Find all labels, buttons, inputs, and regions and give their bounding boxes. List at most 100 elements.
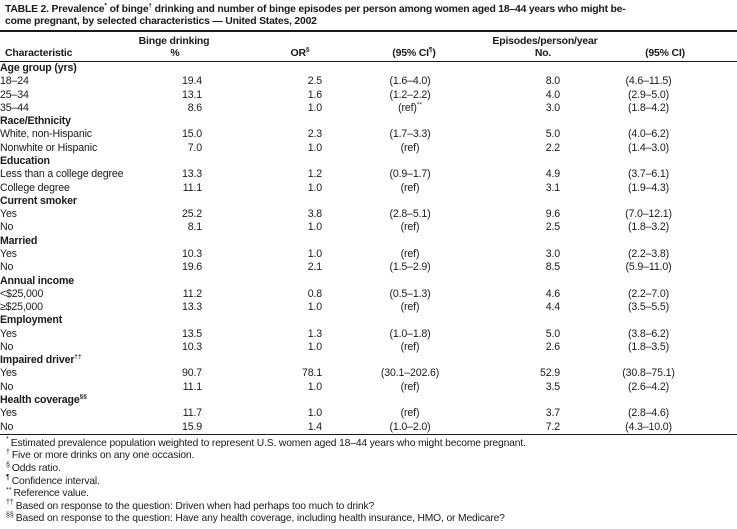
row-label-cell: <$25,000 — [0, 287, 44, 300]
number-cell: 5.0 — [545, 327, 560, 340]
ci-number-cell: (30.8–75.1) — [622, 367, 675, 380]
section-row: Married — [0, 235, 737, 248]
footnote: ** Reference value. — [6, 487, 737, 501]
odds-ratio-cell: 78.1 — [301, 367, 322, 380]
table-row: College degree 11.1 1.0 (ref) 3.1 (1.9–4.3) — [0, 182, 737, 195]
number-cell: 8.0 — [545, 75, 560, 88]
ci-number-cell: (1.8–3.5) — [627, 340, 670, 353]
percent-cell: 10.3 — [181, 247, 202, 260]
odds-ratio-cell: 1.0 — [307, 407, 322, 420]
odds-ratio-cell: 1.3 — [307, 327, 322, 340]
ci-odds-ratio-cell: (1.0–2.0) — [389, 420, 431, 433]
section-row: Current smoker — [0, 195, 737, 208]
percent-cell: 10.3 — [181, 340, 202, 353]
row-label-cell: Yes — [0, 327, 17, 340]
number-cell: 9.6 — [545, 208, 560, 221]
number-cell: 3.0 — [545, 247, 560, 260]
data-table: Age group (yrs) 18–24 19.4 2.5 (1.6–4.0) 8.0 (… — [0, 62, 737, 434]
column-header-ci-odds-ratio: (95% CI¶) — [392, 46, 436, 59]
number-cell: 8.5 — [545, 261, 560, 274]
footnote-marker: § — [6, 461, 10, 469]
section-label: Current smoker — [0, 194, 77, 207]
footnote-text: Estimated prevalence population weighted… — [10, 437, 526, 449]
column-group-episodes-per-person: Episodes/person/year — [492, 35, 598, 47]
table-row: White, non-Hispanic 15.0 2.3 (1.7–3.3) 5.0 (4… — [0, 128, 737, 141]
table-row: ≥$25,000 13.3 1.0 (ref) 4.4 (3.5–5.5) — [0, 301, 737, 314]
number-cell: 3.7 — [545, 407, 560, 420]
ci-odds-ratio-cell: (1.5–2.9) — [389, 261, 431, 274]
footnote-marker: ¶ — [6, 474, 10, 482]
footnotes: * Estimated prevalence population weighte… — [0, 435, 737, 526]
odds-ratio-cell: 1.0 — [307, 340, 322, 353]
percent-cell: 13.3 — [181, 168, 202, 181]
ci-number-cell: (2.2–3.8) — [627, 247, 670, 260]
percent-cell: 13.3 — [181, 301, 202, 314]
section-row: Health coverage§§ — [0, 394, 737, 407]
footnote: §§ Based on response to the question: Hav… — [6, 512, 737, 526]
section-label: Education — [0, 154, 50, 167]
number-cell: 7.2 — [545, 420, 560, 433]
ci-odds-ratio-cell: (30.1–202.6) — [380, 367, 440, 380]
table-row: No 19.6 2.1 (1.5–2.9) 8.5 (5.9–11.0) — [0, 261, 737, 274]
row-label-cell: 35–44 — [0, 101, 29, 114]
section-label: Health coverage§§ — [0, 393, 87, 407]
section-row: Age group (yrs) — [0, 62, 737, 75]
number-cell: 4.4 — [545, 301, 560, 314]
number-cell: 2.6 — [545, 340, 560, 353]
footnote: § Odds ratio. — [6, 461, 737, 476]
ci-odds-ratio-cell: (ref) — [400, 407, 420, 420]
section-row: Race/Ethnicity — [0, 115, 737, 128]
odds-ratio-cell: 1.4 — [307, 420, 322, 433]
table-row: No 10.3 1.0 (ref) 2.6 (1.8–3.5) — [0, 341, 737, 354]
odds-ratio-cell: 1.0 — [307, 141, 322, 154]
row-label-cell: 18–24 — [0, 75, 29, 88]
odds-ratio-cell: 1.2 — [307, 168, 322, 181]
table-row: Yes 10.3 1.0 (ref) 3.0 (2.2–3.8) — [0, 248, 737, 261]
column-header-ci-number: (95% CI) — [645, 47, 685, 59]
ci-odds-ratio-cell: (ref) — [400, 181, 420, 194]
section-label: Employment — [0, 314, 63, 327]
footnote-text: Five or more drinks on any one occasion. — [11, 450, 195, 462]
section-row: Education — [0, 155, 737, 168]
ci-odds-ratio-cell: (1.0–1.8) — [389, 327, 431, 340]
number-cell: 4.0 — [545, 88, 560, 101]
number-cell: 4.9 — [545, 168, 560, 181]
footnote: * Estimated prevalence population weighte… — [6, 436, 737, 451]
number-cell: 5.0 — [545, 128, 560, 141]
column-header-percent: % — [170, 47, 180, 59]
footnote-text: Based on response to the question: Have … — [15, 513, 505, 525]
row-label-cell: No — [0, 261, 14, 274]
table-bottom-rule — [0, 433, 737, 435]
row-label-cell: College degree — [0, 181, 70, 194]
row-label-cell: No — [0, 420, 14, 433]
odds-ratio-cell: 1.6 — [307, 88, 322, 101]
ci-odds-ratio-cell: (ref)** — [398, 101, 422, 114]
table-row: No 15.9 1.4 (1.0–2.0) 7.2 (4.3–10.0) — [0, 421, 737, 434]
percent-cell: 15.0 — [181, 128, 202, 141]
odds-ratio-cell: 2.1 — [307, 261, 322, 274]
table-title: TABLE 2. Prevalence* of binge† drinking … — [0, 0, 737, 28]
number-cell: 4.6 — [545, 287, 560, 300]
percent-cell: 90.7 — [181, 367, 202, 380]
row-label-cell: White, non-Hispanic — [0, 128, 92, 141]
section-row: Annual income — [0, 275, 737, 288]
ci-odds-ratio-cell: (0.9–1.7) — [389, 168, 431, 181]
table-row: Less than a college degree 13.3 1.2 (0.9–1.… — [0, 168, 737, 181]
ci-odds-ratio-cell: (ref) — [400, 301, 420, 314]
table-row: 18–24 19.4 2.5 (1.6–4.0) 8.0 (4.6–11.5) — [0, 75, 737, 88]
table-row: Yes 13.5 1.3 (1.0–1.8) 5.0 (3.8–6.2) — [0, 328, 737, 341]
header-rule — [0, 61, 737, 62]
ci-odds-ratio-cell: (ref) — [400, 340, 420, 353]
percent-cell: 11.2 — [182, 287, 202, 300]
row-label-cell: Yes — [0, 208, 17, 221]
footnote-marker: †† — [6, 499, 14, 507]
column-group-binge-drinking: Binge drinking — [138, 35, 210, 47]
ci-number-cell: (3.5–5.5) — [627, 301, 670, 314]
ci-odds-ratio-cell: (1.2–2.2) — [389, 88, 431, 101]
ci-number-cell: (3.8–6.2) — [627, 327, 670, 340]
table-header: Binge drinking Episodes/person/year Char… — [0, 32, 737, 61]
table-row: Nonwhite or Hispanic 7.0 1.0 (ref) 2.2 (1.4–3… — [0, 142, 737, 155]
section-label: Age group (yrs) — [0, 62, 77, 74]
row-label-cell: Yes — [0, 407, 17, 420]
